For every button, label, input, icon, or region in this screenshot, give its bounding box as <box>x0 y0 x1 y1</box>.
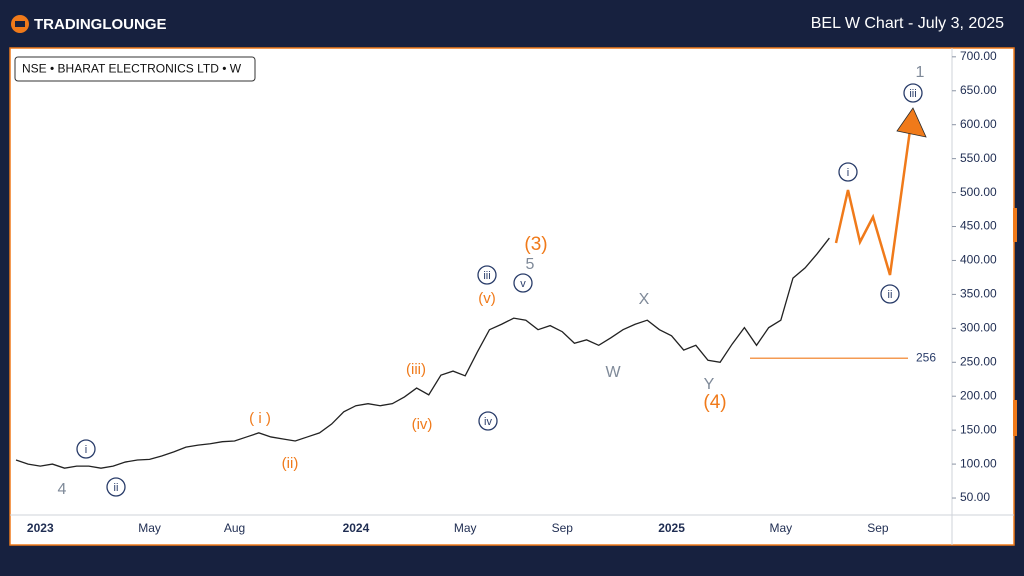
brand: TRADINGLOUNGE <box>34 16 167 33</box>
wave-circle <box>838 162 858 182</box>
x-tick-label: Aug <box>224 521 245 535</box>
x-tick-label: Sep <box>867 521 889 535</box>
y-tick-label: 700.00 <box>960 49 997 63</box>
wave-label: (3) <box>524 234 547 255</box>
wave-label: iii <box>909 88 916 100</box>
wave-label: 5 <box>526 256 535 273</box>
wave-label: v <box>520 278 526 290</box>
wave-circle <box>478 411 498 431</box>
wave-label: Y <box>704 376 715 393</box>
wave-circle <box>76 439 96 459</box>
x-tick-label: May <box>769 521 792 535</box>
wave-circle <box>106 477 126 497</box>
y-tick-label: 200.00 <box>960 388 997 402</box>
wave-label: 4 <box>58 481 67 498</box>
logo-icon-cut <box>15 21 25 27</box>
wave-circle <box>880 284 900 304</box>
wave-label: (ii) <box>282 455 299 472</box>
y-tick-label: 650.00 <box>960 83 997 97</box>
wave-label: iii <box>483 270 490 282</box>
wave-label: ( i ) <box>249 410 271 427</box>
projection-arrow <box>896 107 927 138</box>
wave-label: ii <box>114 482 119 494</box>
y-tick-label: 250.00 <box>960 354 997 368</box>
wave-label: X <box>639 291 650 308</box>
symbol-box <box>14 56 256 82</box>
wave-circle <box>513 273 533 293</box>
plot-area <box>9 47 1015 546</box>
wave-label: (v) <box>478 290 496 307</box>
y-tick-label: 300.00 <box>960 321 997 335</box>
y-tick-label: 550.00 <box>960 151 997 165</box>
x-tick-label: May <box>138 521 161 535</box>
y-tick-label: 50.00 <box>960 490 990 504</box>
reference-label: 256 <box>916 350 936 364</box>
wave-label: 1 <box>916 64 925 81</box>
price-line <box>15 237 830 469</box>
y-tick-label: 150.00 <box>960 422 997 436</box>
wave-label: i <box>847 167 849 179</box>
wave-circle <box>477 265 497 285</box>
side-marker <box>1013 400 1017 436</box>
wave-label: i <box>85 444 87 456</box>
y-tick-label: 600.00 <box>960 117 997 131</box>
x-tick-label: May <box>454 521 477 535</box>
wave-label: (iii) <box>406 361 426 378</box>
wave-label: W <box>605 364 621 381</box>
x-tick-label: 2025 <box>658 521 685 535</box>
wave-circle <box>903 83 923 103</box>
wave-label: iv <box>484 416 492 428</box>
x-tick-label: 2023 <box>27 521 54 535</box>
side-marker <box>1013 208 1017 242</box>
x-tick-label: 2024 <box>343 521 370 535</box>
wave-label: ii <box>888 289 893 301</box>
chart-title: BEL W Chart - July 3, 2025 <box>811 15 1004 32</box>
wave-label: (4) <box>703 392 726 413</box>
symbol: NSE • BHARAT ELECTRONICS LTD • W <box>22 62 242 76</box>
y-tick-label: 500.00 <box>960 185 997 199</box>
projection-path <box>834 129 912 276</box>
y-tick-label: 350.00 <box>960 287 997 301</box>
y-tick-label: 100.00 <box>960 456 997 470</box>
wave-label: (iv) <box>412 416 433 433</box>
x-tick-label: Sep <box>552 521 574 535</box>
y-tick-label: 450.00 <box>960 219 997 233</box>
y-tick-label: 400.00 <box>960 253 997 267</box>
